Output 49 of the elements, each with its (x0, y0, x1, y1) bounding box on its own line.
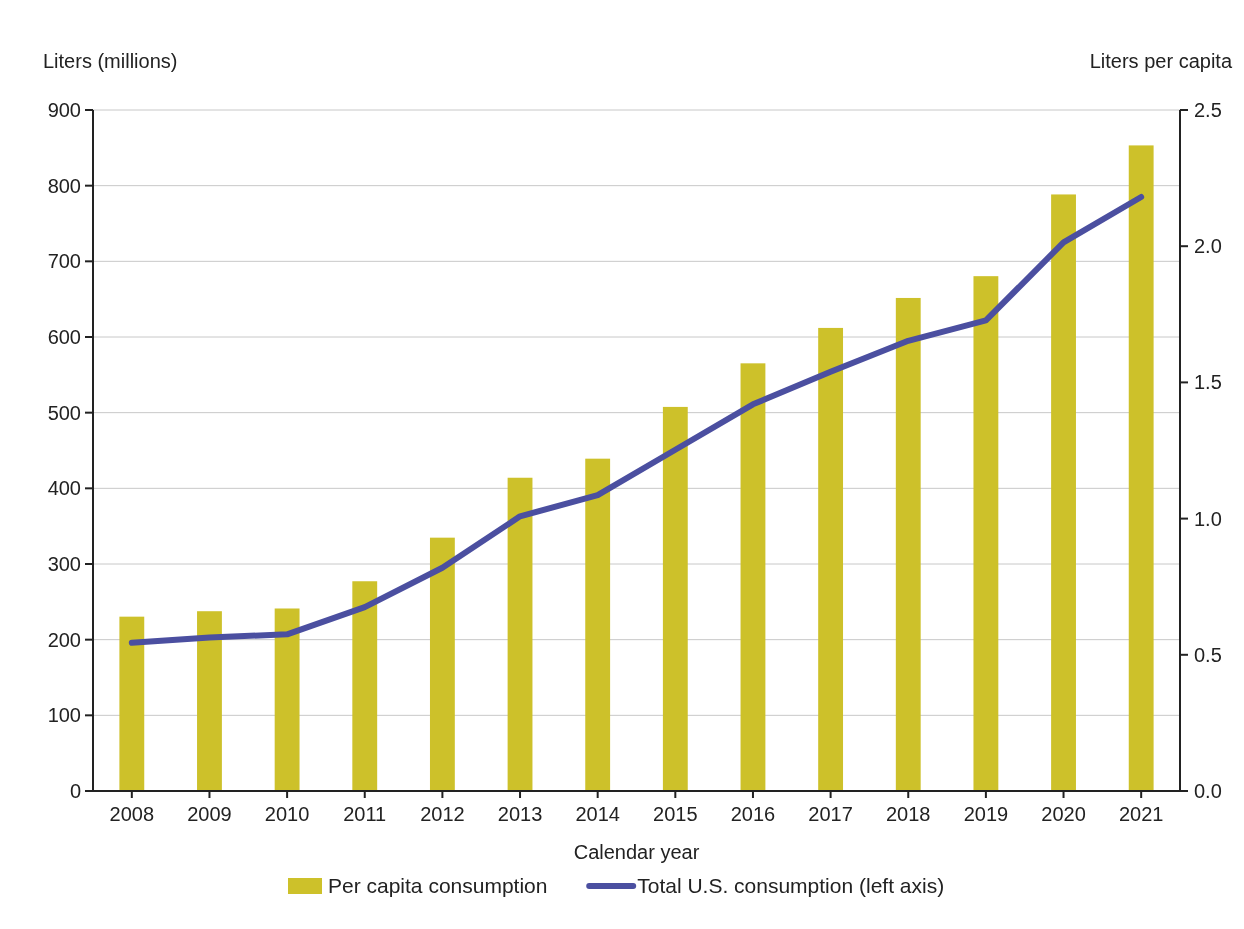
x-tick-label: 2009 (187, 803, 232, 825)
x-axis-title: Calendar year (573, 841, 700, 863)
y2-tick-label: 2.5 (1194, 99, 1222, 121)
y-tick-label: 300 (47, 553, 81, 575)
y-tick-label: 400 (47, 477, 81, 500)
bar (197, 611, 222, 791)
y2-axis-title: Liters per capita (1089, 50, 1233, 72)
x-tick-label: 2021 (1118, 803, 1164, 825)
bar (585, 458, 611, 791)
bar (1128, 145, 1154, 791)
x-tick-label: 2018 (886, 803, 931, 825)
x-tick-label: 2015 (653, 803, 698, 825)
legend-label: Total U.S. consumption (left axis) (637, 874, 945, 897)
legend-label: Per capita consumption (328, 874, 548, 897)
y2-tick-label: 0.0 (1194, 780, 1222, 802)
bar (818, 327, 844, 791)
bar (1051, 194, 1076, 791)
y-tick-label: 700 (47, 250, 81, 273)
bar (274, 608, 300, 791)
x-tick-label: 2020 (1041, 803, 1086, 825)
x-tick-label: 2012 (420, 803, 465, 825)
bar (352, 581, 378, 791)
y-tick-label: 200 (47, 628, 81, 651)
bar (429, 537, 455, 791)
y-tick-label: 500 (47, 401, 81, 424)
y-tick-label: 900 (47, 99, 81, 121)
x-tick-label: 2019 (963, 803, 1009, 825)
y2-tick-label: 1.0 (1194, 507, 1222, 530)
x-tick-label: 2011 (343, 803, 387, 825)
x-tick-label: 2017 (808, 803, 853, 825)
y-tick-label: 100 (47, 704, 81, 727)
y2-tick-label: 1.5 (1194, 371, 1222, 394)
x-tick-label: 2014 (575, 803, 620, 825)
y2-tick-label: 2.0 (1194, 235, 1222, 258)
x-tick-label: 2013 (497, 803, 543, 825)
x-tick-label: 2008 (109, 803, 155, 825)
bar (740, 363, 766, 791)
y-tick-label: 600 (47, 326, 81, 348)
bar (895, 297, 921, 791)
y-tick-label: 800 (47, 174, 81, 197)
bar (662, 406, 688, 791)
bar (507, 477, 533, 791)
y-tick-label: 0 (69, 780, 81, 802)
y-axis-title: Liters (millions) (43, 50, 178, 72)
bar (119, 616, 145, 791)
bar (973, 276, 999, 791)
x-tick-label: 2010 (264, 803, 310, 825)
y2-tick-label: 0.5 (1194, 643, 1222, 666)
x-tick-label: 2016 (730, 803, 776, 825)
